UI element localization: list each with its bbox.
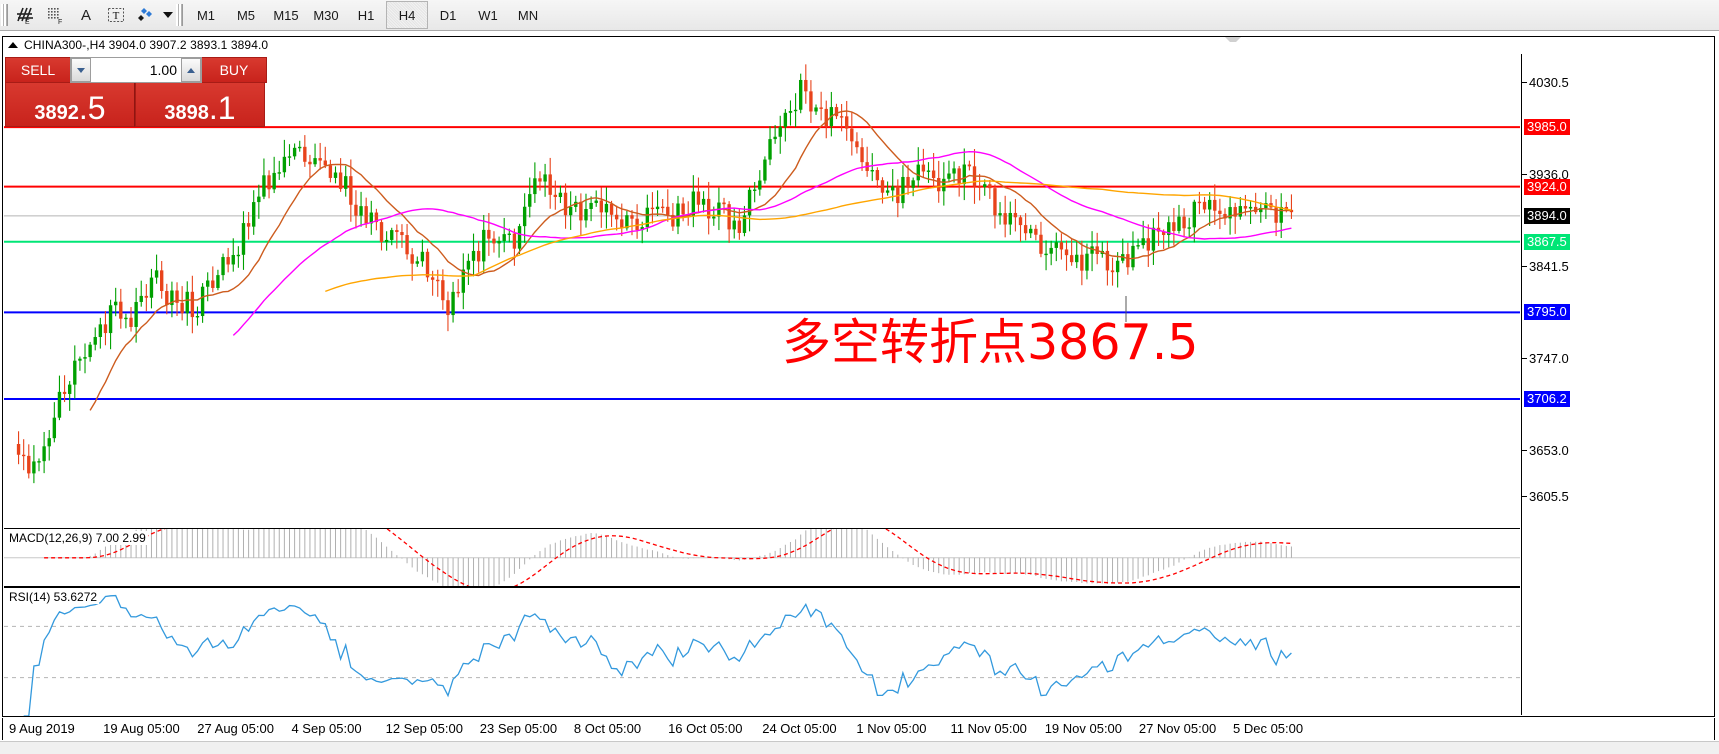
price-tick: 3653.0 [1522, 443, 1569, 458]
time-axis-label: 5 Dec 05:00 [1233, 721, 1304, 736]
sell-price-decimal: .5 [78, 90, 106, 126]
status-strip [0, 741, 1719, 754]
time-axis-label: 19 Aug 05:00 [103, 721, 180, 736]
lot-size-input[interactable]: 1.00 [91, 62, 181, 78]
timeframe-mn[interactable]: MN [517, 7, 539, 23]
macd-chart-svg [4, 529, 1520, 586]
sell-price-integer: 3892 [34, 102, 79, 124]
toolbar-grip-2[interactable] [176, 4, 183, 26]
price-level-label-support[interactable]: 3706.2 [1524, 390, 1570, 407]
timeframe-m30[interactable]: M30 [313, 7, 339, 23]
price-scale[interactable]: 4030.5 3936.0 3841.5 3747.0 3653.0 3605.5 3985… [1521, 54, 1714, 715]
timeframe-w1[interactable]: W1 [478, 7, 498, 23]
objects-icon[interactable] [131, 2, 161, 28]
chart-title: CHINA300-,H4 3904.0 3907.2 3893.1 3894.0 [24, 38, 269, 52]
time-axis-label: 27 Nov 05:00 [1138, 721, 1217, 736]
time-axis-label: 19 Nov 05:00 [1044, 721, 1123, 736]
price-level-label-resistance[interactable]: 3924.0 [1524, 178, 1570, 195]
price-level-label-resistance[interactable]: 3985.0 [1524, 119, 1570, 136]
sell-button[interactable]: SELL [5, 57, 70, 83]
price-chart-svg [4, 64, 1520, 484]
time-axis-label: 23 Sep 05:00 [479, 721, 558, 736]
svg-text:E: E [25, 19, 30, 25]
timeframe-h4[interactable]: H4 [386, 1, 428, 29]
text-tool-icon[interactable]: A [80, 6, 91, 24]
timeframe-m5[interactable]: M5 [236, 7, 256, 23]
main-toolbar: E F A T [0, 0, 1719, 31]
chart-annotation-text: 多空转折点3867.5 [782, 314, 1199, 371]
timeframe-h1[interactable]: H1 [357, 7, 375, 23]
time-axis-label: 24 Oct 05:00 [762, 721, 837, 736]
buy-price-integer: 3898 [164, 102, 209, 124]
time-axis[interactable]: 9 Aug 2019 19 Aug 05:00 27 Aug 05:00 4 Sep … [2, 718, 1715, 740]
price-tick: 3841.5 [1522, 260, 1569, 274]
price-level-label-last-price[interactable]: 3894.0 [1524, 207, 1570, 224]
macd-label: MACD(12,26,9) 7.00 2.99 [9, 531, 148, 545]
indicators-icon[interactable]: E [11, 2, 41, 28]
price-tick: 3936.0 [1522, 167, 1569, 182]
buy-button[interactable]: BUY [202, 57, 267, 83]
order-controls-row: SELL 1.00 BUY [5, 57, 267, 83]
rsi-label: RSI(14) 53.6272 [9, 590, 100, 604]
lot-size-stepper[interactable]: 1.00 [70, 57, 202, 83]
price-tick: 3747.0 [1522, 352, 1569, 366]
buy-price-cell[interactable]: 3898.1 [135, 83, 265, 127]
time-axis-label: 4 Sep 05:00 [291, 721, 362, 736]
timeframe-m1[interactable]: M1 [196, 7, 216, 23]
lot-increase-button[interactable] [181, 58, 201, 82]
timeframe-d1[interactable]: D1 [439, 7, 457, 23]
chart-resize-handle[interactable] [1225, 37, 1241, 43]
svg-text:T: T [113, 10, 120, 22]
price-pane[interactable] [4, 54, 1520, 522]
price-tick: 3605.5 [1522, 490, 1569, 504]
price-tick: 4030.5 [1522, 75, 1569, 90]
time-axis-label: 11 Nov 05:00 [950, 721, 1027, 736]
time-axis-label: 8 Oct 05:00 [573, 721, 642, 736]
label-tool-icon[interactable]: T [101, 2, 131, 28]
svg-text:F: F [58, 19, 62, 25]
time-axis-label: 9 Aug 2019 [9, 721, 75, 736]
chevron-down-icon[interactable] [161, 2, 175, 28]
rsi-pane[interactable]: RSI(14) 53.6272 [4, 587, 1520, 716]
time-axis-label: 16 Oct 05:00 [668, 721, 743, 736]
chart-window: CHINA300-,H4 3904.0 3907.2 3893.1 3894.0… [2, 36, 1715, 717]
time-axis-label: 27 Aug 05:00 [197, 721, 274, 736]
time-axis-label: 12 Sep 05:00 [385, 721, 463, 736]
timeframe-m15[interactable]: M15 [273, 7, 299, 23]
sell-price-cell[interactable]: 3892.5 [5, 83, 135, 127]
price-level-label-pivot[interactable]: 3867.5 [1524, 233, 1570, 250]
grid-icon[interactable]: F [41, 2, 71, 28]
toolbar-grip[interactable] [1, 4, 8, 26]
chart-titlebar: CHINA300-,H4 3904.0 3907.2 3893.1 3894.0 [3, 37, 1714, 53]
one-click-trading-panel: SELL 1.00 BUY 3892.5 3898.1 [5, 57, 267, 127]
rsi-chart-svg [4, 594, 1520, 716]
order-prices-row: 3892.5 3898.1 [5, 83, 267, 127]
macd-pane[interactable]: MACD(12,26,9) 7.00 2.99 [4, 528, 1520, 587]
collapse-icon[interactable] [8, 42, 18, 48]
lot-decrease-button[interactable] [71, 58, 91, 82]
price-level-label-support[interactable]: 3795.0 [1524, 304, 1570, 321]
buy-price-decimal: .1 [208, 90, 236, 126]
time-axis-label: 1 Nov 05:00 [856, 721, 927, 736]
